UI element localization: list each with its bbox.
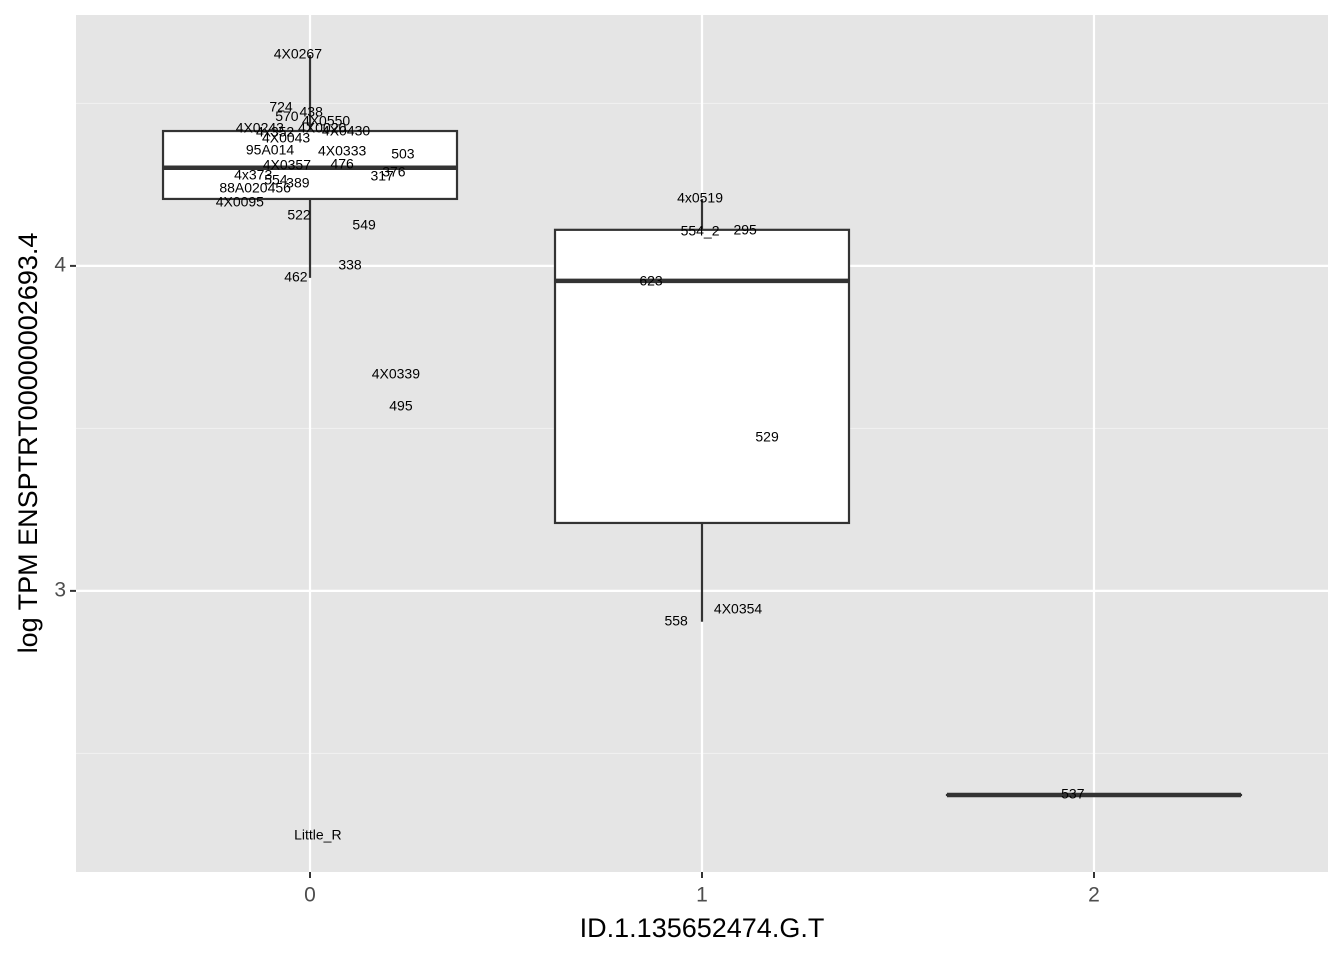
y-tick-label: 4	[54, 253, 66, 276]
point-label: 549	[352, 217, 376, 233]
point-label: Little_R	[294, 827, 341, 843]
point-label: 529	[755, 429, 779, 445]
point-label: 4X0267	[274, 46, 322, 62]
point-label: 295	[733, 221, 757, 237]
point-label: 4X0095	[216, 194, 264, 210]
point-label: 623	[639, 273, 663, 289]
point-label: 495	[389, 398, 413, 414]
point-label: 537	[1061, 786, 1085, 802]
x-tick-label: 1	[696, 884, 708, 907]
point-label: 376	[382, 164, 406, 180]
box	[555, 230, 849, 523]
x-tick-label: 2	[1088, 884, 1100, 907]
point-label: 554_2	[681, 222, 720, 238]
point-label: 522	[287, 207, 311, 223]
x-axis-title: ID.1.135652474.G.T	[580, 913, 825, 943]
point-label: 4X0339	[372, 365, 420, 381]
point-label: 4x0519	[677, 190, 723, 206]
point-label: 503	[391, 145, 415, 161]
point-label: 95A014	[246, 142, 294, 158]
point-label: 462	[284, 269, 308, 285]
x-tick-label: 0	[304, 884, 316, 907]
point-label: 338	[338, 257, 362, 273]
point-label: 558	[664, 612, 688, 628]
point-label: 4X0354	[714, 600, 762, 616]
y-tick-label: 3	[54, 578, 66, 601]
y-axis-title: log TPM ENSPTRT00000002693.4	[13, 233, 43, 654]
point-label: 476	[330, 156, 354, 172]
